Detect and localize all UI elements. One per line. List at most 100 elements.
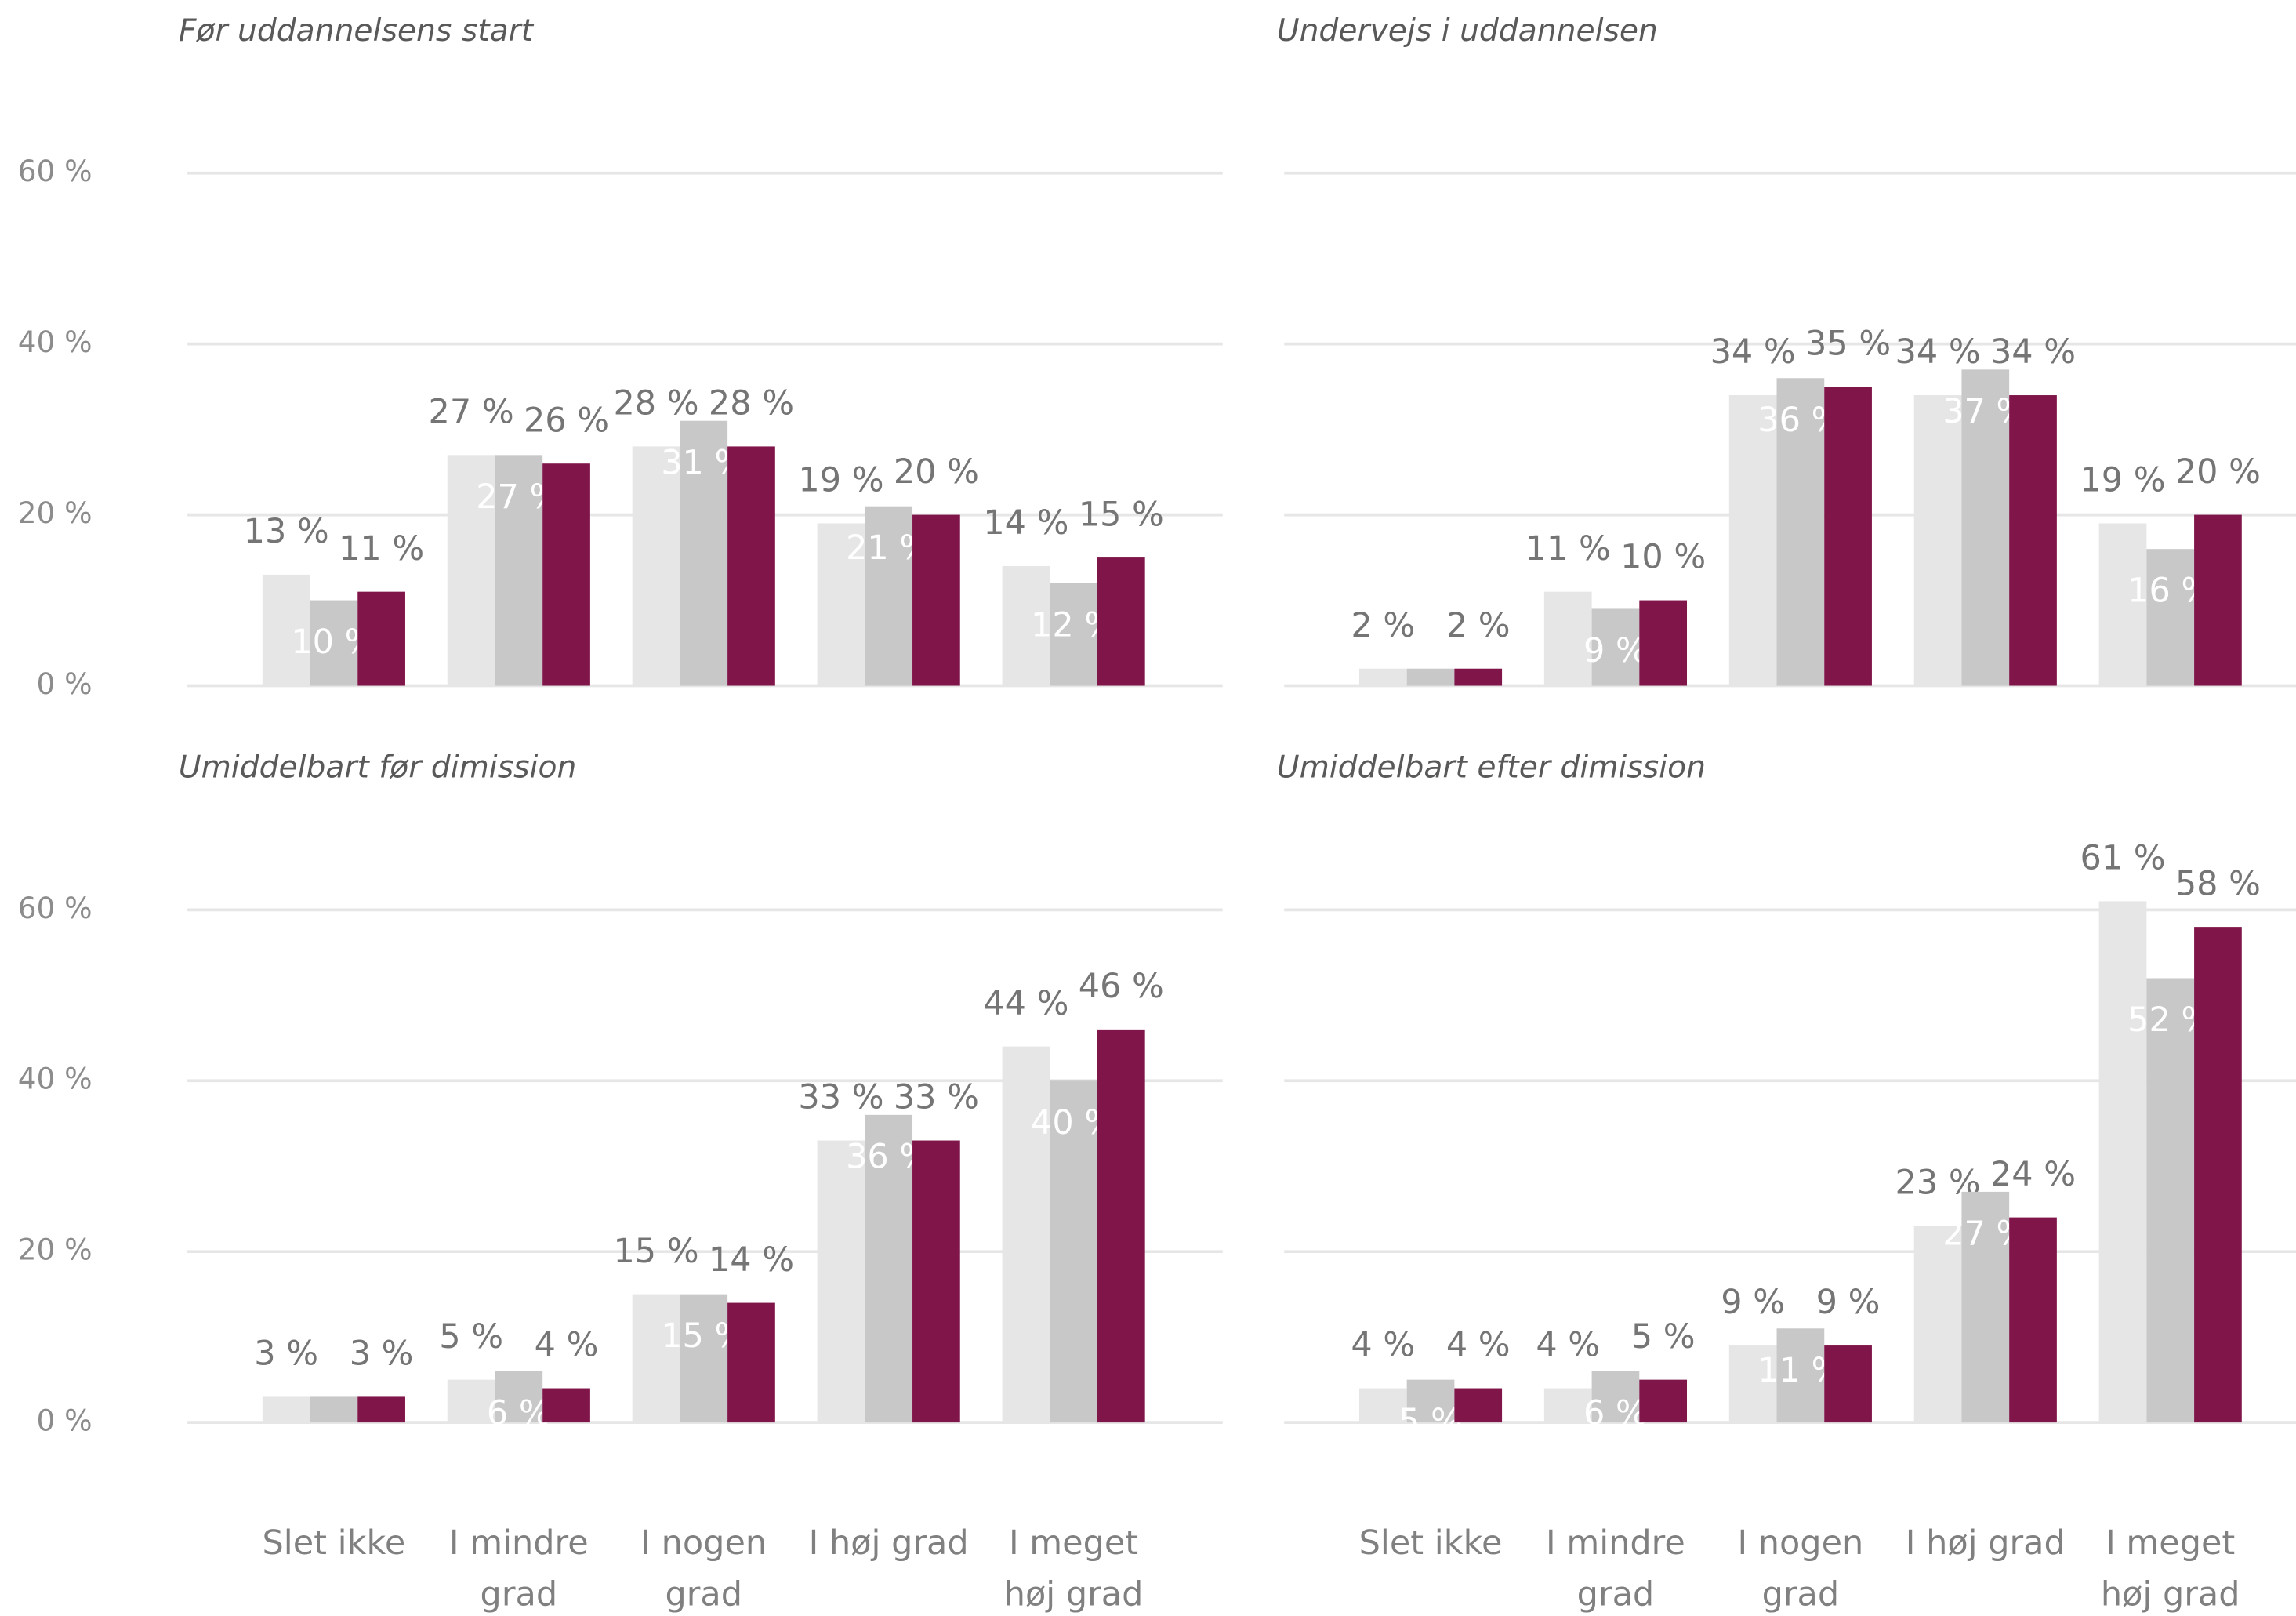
data-label: 19 % (2080, 461, 2165, 500)
bar (1728, 395, 1777, 686)
bar (2146, 978, 2195, 1423)
chart-title: Umiddelbart efter dimission (1277, 750, 1706, 785)
data-label: 11 % (339, 529, 424, 568)
data-label: 3 % (254, 1335, 318, 1374)
data-label: 34 % (1990, 332, 2076, 372)
x-tick-label: I mindre grad (1546, 1524, 1685, 1614)
bar (1776, 1328, 1825, 1423)
chart-title: Før uddannelsens start (179, 13, 535, 49)
x-label-box: Slet ikke (1358, 1524, 1503, 1563)
y-tick-label: 60 % (18, 891, 92, 925)
bar (1406, 668, 1455, 686)
bar (1406, 1379, 1455, 1423)
bar (1961, 369, 2010, 686)
bar (542, 1388, 590, 1423)
data-label: 3 % (350, 1335, 414, 1374)
bar (1591, 608, 1640, 686)
bar (1543, 1388, 1592, 1423)
bar (447, 1379, 495, 1423)
bar (632, 1294, 680, 1423)
bar (1776, 378, 1825, 686)
bar (262, 1396, 310, 1423)
data-label: 11 % (1525, 529, 1611, 568)
bar (2098, 523, 2147, 686)
data-label: 13 % (244, 512, 329, 551)
x-tick-label: I meget høj grad (1003, 1524, 1144, 1614)
bar (865, 1114, 913, 1423)
y-tick-label: 40 % (18, 325, 92, 359)
data-label: 28 % (709, 384, 794, 423)
data-label: 6 % (1583, 1393, 1648, 1433)
bar (542, 463, 590, 686)
x-label-box: Slet ikke (262, 1524, 406, 1563)
data-label: 58 % (2175, 864, 2261, 903)
bar (310, 600, 358, 686)
bar (1002, 1046, 1050, 1423)
data-label: 2 % (1446, 606, 1511, 645)
bar (912, 514, 960, 686)
x-tick-label: I mindre grad (448, 1524, 589, 1614)
y-tick-label: 20 % (18, 496, 92, 530)
data-label: 34 % (1710, 332, 1796, 372)
data-label: 35 % (1805, 324, 1891, 363)
bar (1454, 668, 1503, 686)
x-tick-label: I meget høj grad (2100, 1524, 2240, 1614)
bar (1358, 1388, 1407, 1423)
data-label: 9 % (1721, 1283, 1785, 1322)
bar (1961, 1191, 2010, 1423)
y-tick-label: 60 % (18, 154, 92, 188)
bar (1824, 1345, 1872, 1423)
x-label-box: I høj grad (808, 1524, 969, 1563)
bar (1097, 1029, 1145, 1423)
bar (357, 591, 405, 686)
bar (1454, 1388, 1503, 1423)
bar (2194, 514, 2242, 686)
data-label: 4 % (1536, 1326, 1600, 1365)
bar (495, 1371, 543, 1423)
bar (2098, 901, 2147, 1423)
bar (2009, 395, 2057, 686)
y-tick-label: 40 % (18, 1062, 92, 1096)
data-label: 33 % (798, 1078, 883, 1117)
bar (2146, 549, 2195, 686)
data-label: 5 % (1631, 1317, 1696, 1356)
bar (2194, 927, 2242, 1423)
bar (262, 574, 310, 686)
data-label: 19 % (798, 461, 883, 500)
data-label: 9 % (1583, 631, 1648, 670)
data-label: 20 % (894, 452, 979, 492)
data-label: 61 % (2080, 839, 2165, 878)
x-tick-label: Slet ikke (262, 1524, 406, 1563)
bar (817, 1140, 865, 1423)
x-tick-label: Slet ikke (1358, 1524, 1503, 1563)
y-tick-label: 20 % (18, 1233, 92, 1267)
x-label-box: I nogen grad (1737, 1525, 1863, 1614)
bar (1050, 583, 1097, 686)
x-tick-label: I nogen grad (640, 1524, 767, 1614)
data-label: 5 % (439, 1317, 503, 1356)
bar (680, 1294, 728, 1423)
data-label: 33 % (894, 1078, 979, 1117)
x-label-box: I meget høj grad (1003, 1524, 1144, 1614)
data-label: 28 % (613, 384, 698, 423)
data-label: 6 % (487, 1393, 551, 1433)
data-label: 15 % (1079, 495, 1164, 534)
data-label: 9 % (1816, 1283, 1881, 1322)
data-label: 10 % (1620, 538, 1706, 577)
data-label: 24 % (1990, 1155, 2076, 1194)
data-label: 5 % (1398, 1402, 1463, 1441)
data-label: 15 % (613, 1232, 698, 1271)
bar (447, 455, 495, 686)
data-label: 20 % (2175, 452, 2261, 492)
data-label: 26 % (524, 401, 609, 440)
x-tick-label: I høj grad (808, 1524, 969, 1563)
data-label: 34 % (1895, 332, 1981, 372)
y-tick-label: 0 % (37, 666, 92, 701)
bar (357, 1396, 405, 1423)
bar (1358, 668, 1407, 686)
data-label: 4 % (1351, 1326, 1415, 1365)
chart-title: Undervejs i uddannelsen (1277, 13, 1658, 49)
bar (495, 455, 543, 686)
